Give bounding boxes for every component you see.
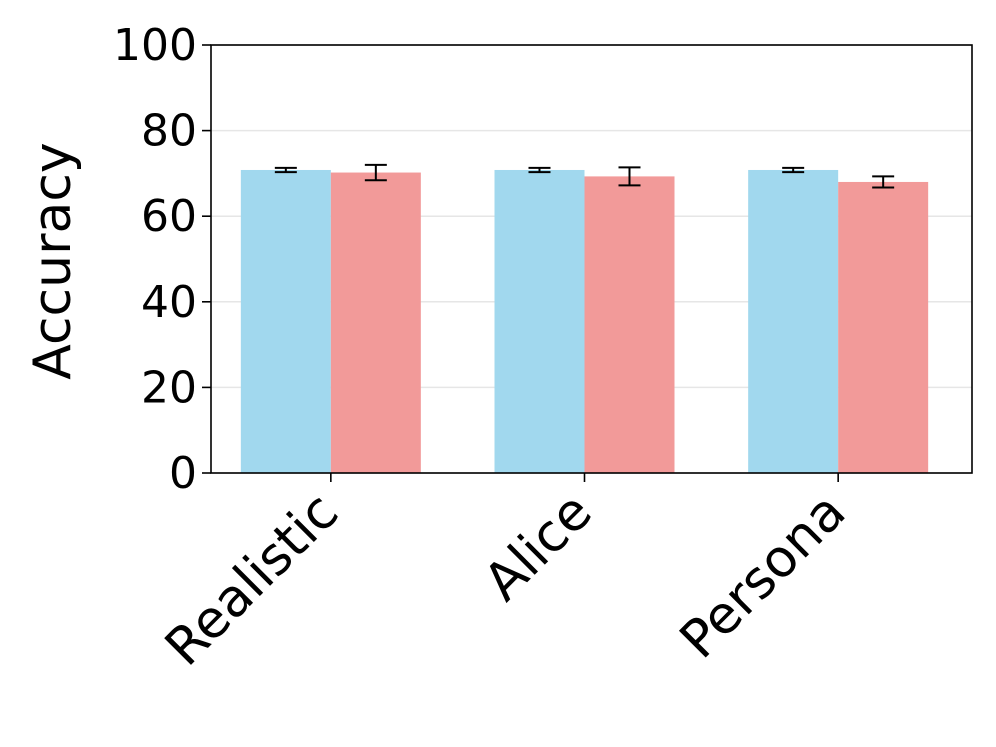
plot-frame bbox=[210, 44, 973, 474]
y-tick-label: 100 bbox=[113, 20, 197, 71]
x-tick-label: Persona bbox=[669, 482, 858, 671]
bar bbox=[240, 169, 331, 473]
x-tick-label: Alice bbox=[473, 482, 604, 613]
y-tick-label: 20 bbox=[141, 362, 197, 413]
y-tick-label: 0 bbox=[169, 448, 197, 499]
bar bbox=[494, 169, 585, 473]
y-axis-title: Accuracy bbox=[23, 142, 83, 379]
tick-layer: 0 20 40 60 80 100 Realistic Alice Persona bbox=[113, 20, 857, 678]
x-tick-label: Realistic bbox=[154, 482, 350, 678]
bar-layer bbox=[240, 169, 929, 473]
bar bbox=[748, 169, 839, 473]
y-tick-label: 80 bbox=[141, 106, 197, 157]
y-tick-label: 40 bbox=[141, 277, 197, 328]
error-bar-layer bbox=[274, 163, 895, 189]
bar bbox=[838, 181, 929, 473]
y-tick-label: 60 bbox=[141, 191, 197, 242]
bar bbox=[584, 176, 675, 473]
bar bbox=[330, 172, 421, 473]
